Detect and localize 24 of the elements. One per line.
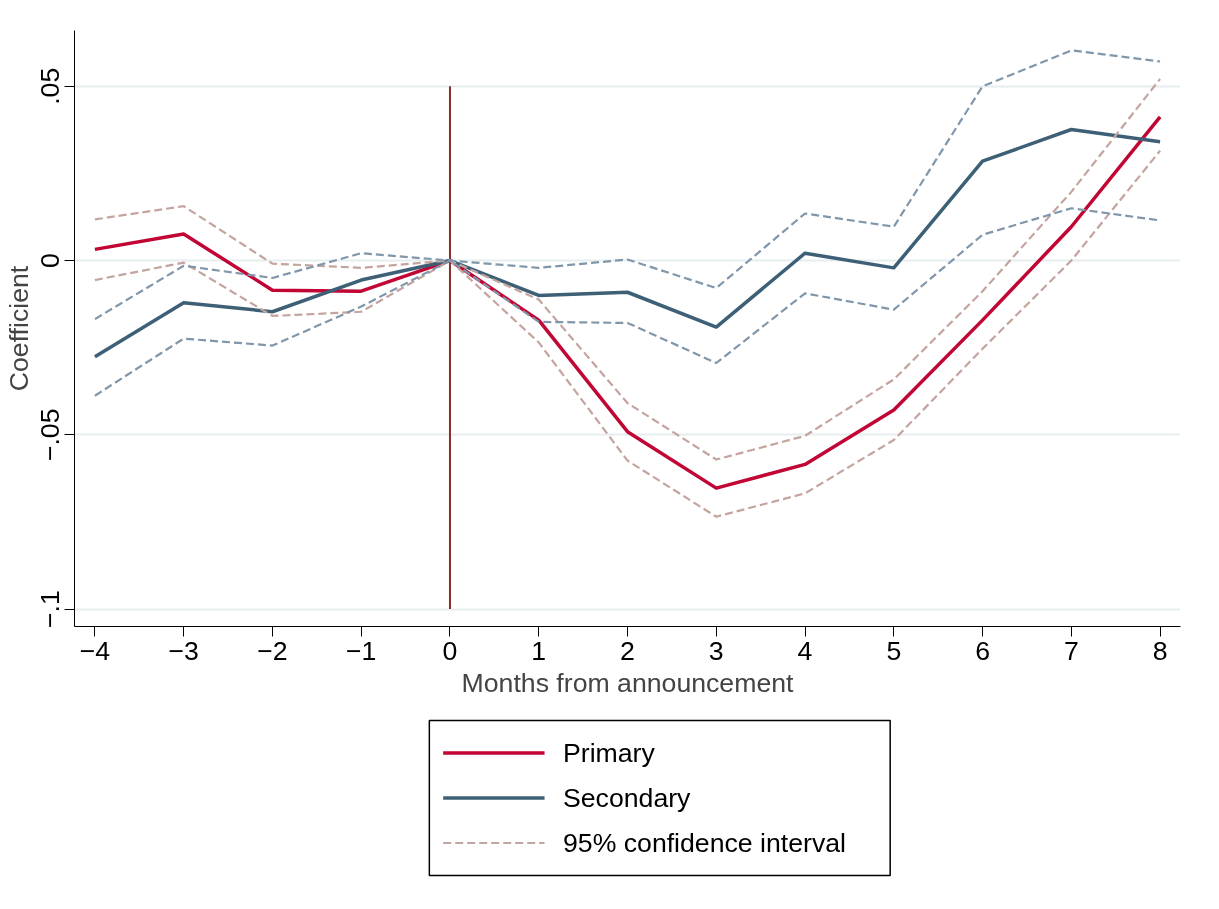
x-tick-label: 7 (1063, 635, 1079, 666)
x-tick-label: 2 (620, 635, 635, 666)
y-tick-label: −.05 (35, 408, 66, 462)
legend-label: Primary (562, 738, 656, 768)
x-tick-label: −4 (79, 635, 111, 666)
line-series (93, 127, 1162, 359)
line-series (93, 115, 1162, 490)
y-tick-label: 0 (35, 253, 66, 268)
x-axis-title: Months from announcement (461, 667, 795, 698)
x-tick-label: 3 (708, 635, 724, 666)
legend-label: Secondary (562, 783, 692, 813)
y-tick-label: −.1 (35, 590, 66, 628)
x-tick-label: 1 (531, 635, 547, 666)
x-tick-label: 5 (886, 635, 902, 666)
x-tick-label: −1 (346, 635, 377, 666)
x-tick-label: 0 (442, 635, 458, 666)
x-tick-label: −3 (168, 635, 199, 666)
x-tick-label: 8 (1152, 635, 1168, 666)
y-tick-label: .05 (35, 67, 66, 105)
legend-label: 95% confidence interval (562, 828, 847, 858)
y-axis-title: Coefficient (3, 265, 34, 392)
x-tick-label: 6 (975, 635, 990, 666)
x-tick-label: −2 (257, 635, 288, 666)
x-tick-label: 4 (797, 635, 813, 666)
